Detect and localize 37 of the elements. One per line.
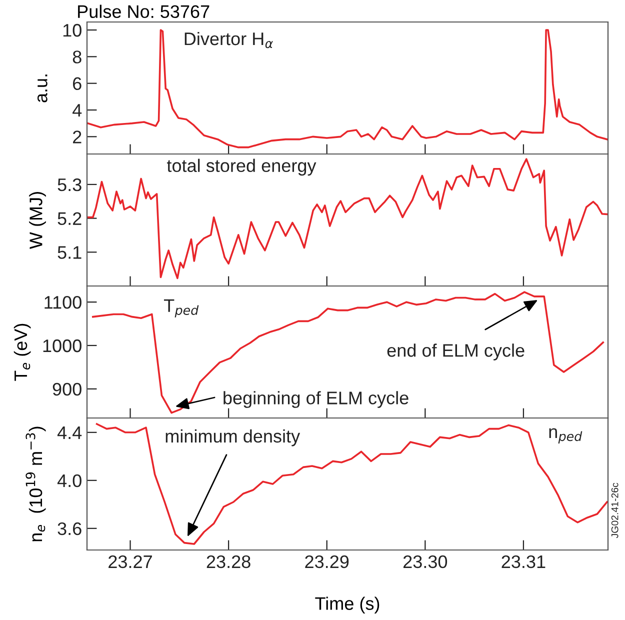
annotation: minimum density — [166, 429, 300, 446]
y-tick-label: 4.0 — [57, 474, 82, 488]
annotation: T$_{ped}$ — [164, 299, 199, 318]
y-tick-label: 4.4 — [57, 426, 82, 439]
x-tick-label: 23.31 — [502, 555, 546, 568]
y-axis-title: a.u. — [37, 74, 48, 102]
x-tick-label: 23.27 — [108, 555, 152, 568]
chart-title: Pulse No: 53767 — [78, 4, 210, 18]
y-tick-label: 1000 — [43, 339, 82, 352]
annotation: Divertor H$_{α}$ — [184, 32, 273, 48]
y-tick-label: 1100 — [44, 296, 82, 309]
y-axis-title: W (MJ) — [29, 192, 46, 249]
line-series — [87, 158, 608, 280]
annotation: total stored energy — [166, 158, 316, 176]
y-axis-title: n$_{e}$ (10$^{19}$ m$^{−3}$) — [26, 426, 46, 542]
y-tick-label: 4 — [72, 104, 82, 117]
line-series — [87, 29, 608, 148]
y-tick-label: 6 — [73, 77, 82, 90]
text: JG02.41-26c — [611, 482, 618, 538]
y-tick-label: 900 — [52, 382, 82, 396]
annotation: beginning of ELM cycle — [224, 391, 408, 408]
annotation: end of ELM cycle — [387, 344, 524, 360]
x-tick-label: 23.29 — [305, 555, 349, 568]
line-series — [92, 291, 604, 414]
x-axis-title: Time (s) — [315, 596, 380, 614]
y-axis-title: T$_{e}$ (eV) — [14, 324, 31, 381]
y-tick-label: 3.6 — [58, 522, 82, 536]
y-tick-label: 5.2 — [58, 212, 82, 226]
line-series — [96, 423, 608, 545]
y-tick-label: 5.3 — [58, 178, 82, 192]
x-tick-label: 23.30 — [403, 555, 448, 568]
y-tick-label: 8 — [72, 50, 82, 64]
x-tick-label: 23.28 — [206, 555, 250, 568]
y-tick-label: 10 — [63, 24, 82, 37]
y-tick-label: 5.1 — [58, 246, 82, 259]
y-tick-label: 2 — [73, 130, 82, 144]
annotation: n$_{ped}$ — [549, 428, 582, 444]
